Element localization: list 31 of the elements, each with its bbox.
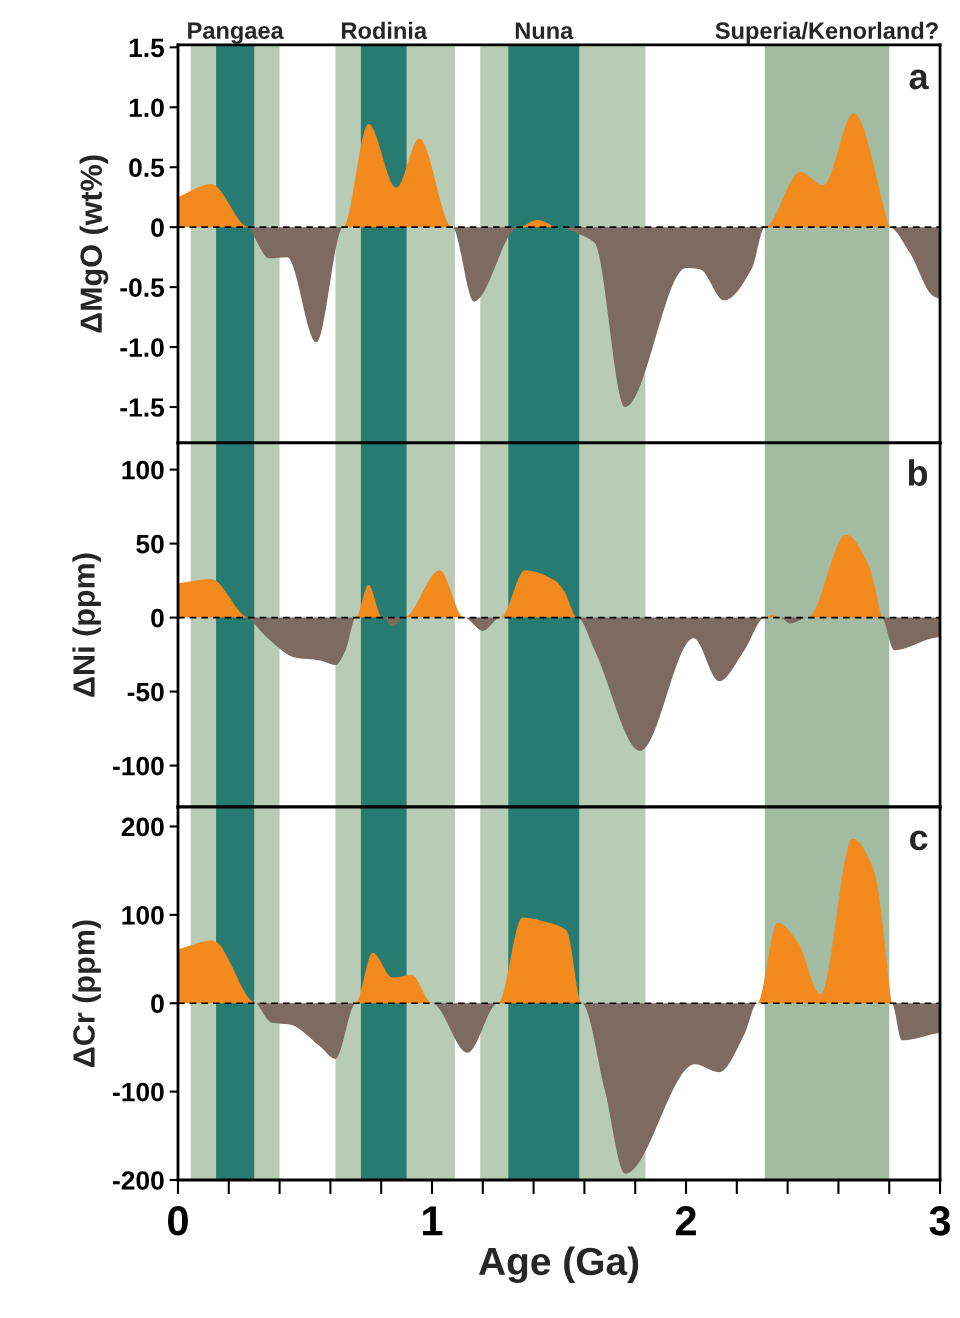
- y-tick-label: 0: [151, 218, 164, 237]
- y-axis-title: ΔMgO (wt%): [79, 155, 109, 333]
- band-label: Superia/Kenorland?: [715, 21, 938, 44]
- y-tick-label: 0: [151, 994, 164, 1014]
- y-tick-label: 1.0: [129, 98, 164, 118]
- y-tick-label: 100: [122, 460, 164, 480]
- annotation: b: [908, 459, 928, 486]
- y-tick-label: -100: [113, 1082, 164, 1102]
- y-tick-label: -50: [127, 682, 164, 702]
- y-tick-label: -100: [113, 756, 164, 776]
- y-axis-title: ΔCr (ppm): [72, 920, 101, 1067]
- y-tick-label: -0.5: [120, 278, 165, 297]
- y-tick-label: 200: [121, 817, 164, 837]
- band-label: Pangaea: [188, 22, 284, 44]
- y-tick-label: 0.5: [129, 158, 165, 178]
- x-tick-label: 1: [423, 1206, 443, 1236]
- y-tick-label: 50: [136, 534, 164, 554]
- annotation: c: [909, 830, 928, 851]
- x-axis-title: Age (Ga): [478, 1246, 639, 1284]
- annotation: a: [909, 69, 929, 90]
- x-tick-label: 2: [675, 1206, 696, 1236]
- y-tick-label: 100: [122, 905, 164, 925]
- y-tick-label: 1.5: [129, 38, 165, 58]
- y-axis-title: ΔNi (ppm): [72, 553, 101, 697]
- y-tick-label: -200: [113, 1171, 164, 1190]
- y-tick-label: 0: [151, 608, 164, 628]
- band-label: Nuna: [515, 22, 574, 40]
- band-label: Rodinia: [342, 21, 428, 40]
- x-tick-label: 3: [929, 1206, 951, 1236]
- y-tick-label: -1.5: [120, 398, 165, 417]
- y-tick-label: -1.0: [120, 338, 164, 357]
